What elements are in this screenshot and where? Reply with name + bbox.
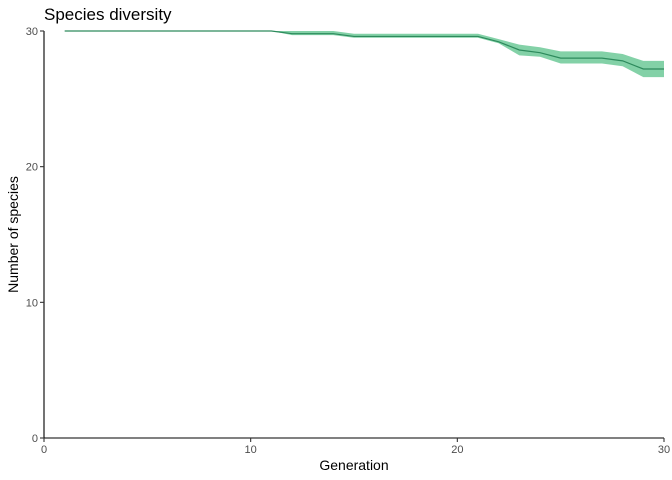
- x-tick-label: 20: [451, 444, 463, 456]
- y-tick-label: 0: [32, 433, 38, 445]
- x-axis-label: Generation: [319, 457, 388, 473]
- series-line: [64, 30, 664, 70]
- plot-area: [64, 30, 665, 78]
- x-tick-label: 10: [245, 444, 257, 456]
- x-tick-label: 30: [658, 444, 670, 456]
- confidence-ribbon: [64, 31, 665, 78]
- chart-title: Species diversity: [44, 5, 172, 24]
- y-tick-label: 30: [26, 26, 38, 38]
- y-axis-ticks: 0 10 20 30: [26, 26, 44, 445]
- y-axis-label: Number of species: [5, 176, 21, 293]
- y-tick-label: 10: [26, 297, 38, 309]
- x-tick-label: 0: [41, 444, 47, 456]
- y-tick-label: 20: [26, 162, 38, 174]
- x-axis-ticks: 0 10 20 30: [41, 438, 670, 456]
